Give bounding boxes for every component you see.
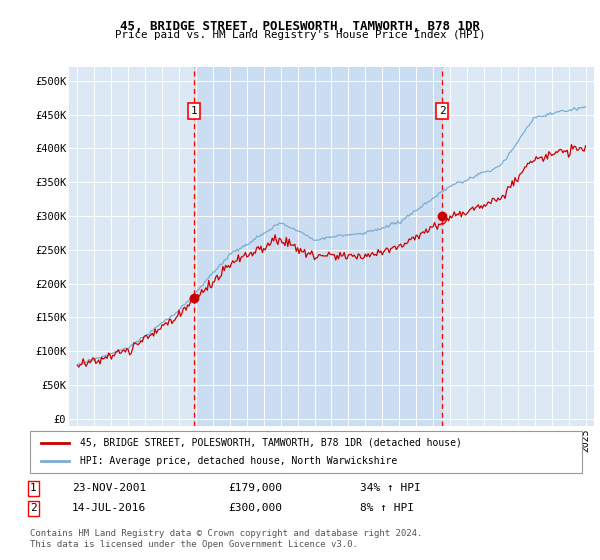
Text: 45, BRIDGE STREET, POLESWORTH, TAMWORTH, B78 1DR: 45, BRIDGE STREET, POLESWORTH, TAMWORTH,… <box>120 20 480 32</box>
Text: 2: 2 <box>439 106 446 116</box>
Text: 8% ↑ HPI: 8% ↑ HPI <box>360 503 414 514</box>
Text: £179,000: £179,000 <box>228 483 282 493</box>
Text: 34% ↑ HPI: 34% ↑ HPI <box>360 483 421 493</box>
Bar <box>194 67 442 426</box>
Text: 2: 2 <box>30 503 37 514</box>
Text: HPI: Average price, detached house, North Warwickshire: HPI: Average price, detached house, Nort… <box>80 456 397 466</box>
Text: Contains HM Land Registry data © Crown copyright and database right 2024.
This d: Contains HM Land Registry data © Crown c… <box>30 529 422 549</box>
Text: 45, BRIDGE STREET, POLESWORTH, TAMWORTH, B78 1DR (detached house): 45, BRIDGE STREET, POLESWORTH, TAMWORTH,… <box>80 438 461 448</box>
Text: 23-NOV-2001: 23-NOV-2001 <box>72 483 146 493</box>
Text: Price paid vs. HM Land Registry's House Price Index (HPI): Price paid vs. HM Land Registry's House … <box>115 30 485 40</box>
Text: £300,000: £300,000 <box>228 503 282 514</box>
Text: 1: 1 <box>30 483 37 493</box>
Text: 14-JUL-2016: 14-JUL-2016 <box>72 503 146 514</box>
FancyBboxPatch shape <box>30 431 582 473</box>
Text: 1: 1 <box>191 106 197 116</box>
